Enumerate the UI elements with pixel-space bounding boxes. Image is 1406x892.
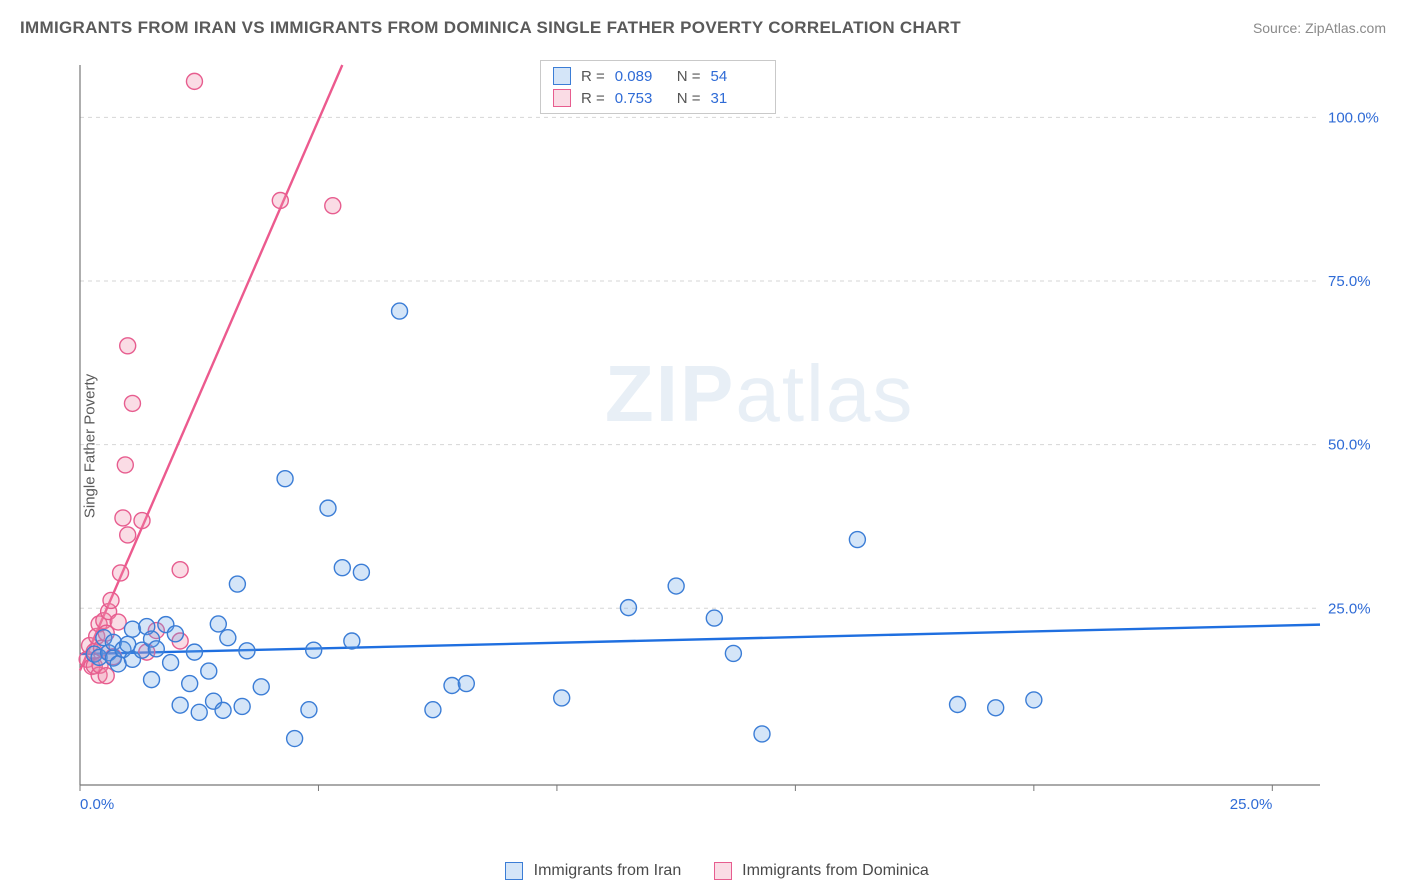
r-value: 0.089: [615, 68, 667, 85]
r-label: R =: [581, 90, 605, 107]
r-label: R =: [581, 68, 605, 85]
svg-text:75.0%: 75.0%: [1328, 273, 1371, 290]
chart-plot-area: 25.0%50.0%75.0%100.0%0.0%25.0% ZIPatlas: [60, 55, 1380, 825]
svg-text:100.0%: 100.0%: [1328, 109, 1379, 126]
svg-text:25.0%: 25.0%: [1328, 600, 1371, 617]
n-value: 54: [711, 68, 763, 85]
r-value: 0.753: [615, 90, 667, 107]
svg-text:25.0%: 25.0%: [1230, 796, 1273, 813]
source-attribution: Source: ZipAtlas.com: [1253, 20, 1386, 36]
n-value: 31: [711, 90, 763, 107]
legend-label-iran: Immigrants from Iran: [534, 862, 682, 879]
series-legend: Immigrants from Iran Immigrants from Dom…: [0, 862, 1406, 880]
swatch-pink-icon: [553, 89, 571, 107]
legend-label-dominica: Immigrants from Dominica: [742, 862, 929, 879]
legend-row-iran: R = 0.089 N = 54: [553, 65, 763, 87]
swatch-blue-icon: [505, 862, 523, 880]
swatch-blue-icon: [553, 67, 571, 85]
chart-title: IMMIGRANTS FROM IRAN VS IMMIGRANTS FROM …: [20, 18, 961, 38]
n-label: N =: [677, 68, 701, 85]
svg-text:0.0%: 0.0%: [80, 796, 114, 813]
legend-row-dominica: R = 0.753 N = 31: [553, 87, 763, 109]
n-label: N =: [677, 90, 701, 107]
correlation-legend: R = 0.089 N = 54 R = 0.753 N = 31: [540, 60, 776, 114]
svg-text:50.0%: 50.0%: [1328, 437, 1371, 454]
scatter-plot-svg: 25.0% 50.0% 75.0% 100.0% 0.0% 25.0%: [60, 55, 1380, 825]
swatch-pink-icon: [714, 862, 732, 880]
